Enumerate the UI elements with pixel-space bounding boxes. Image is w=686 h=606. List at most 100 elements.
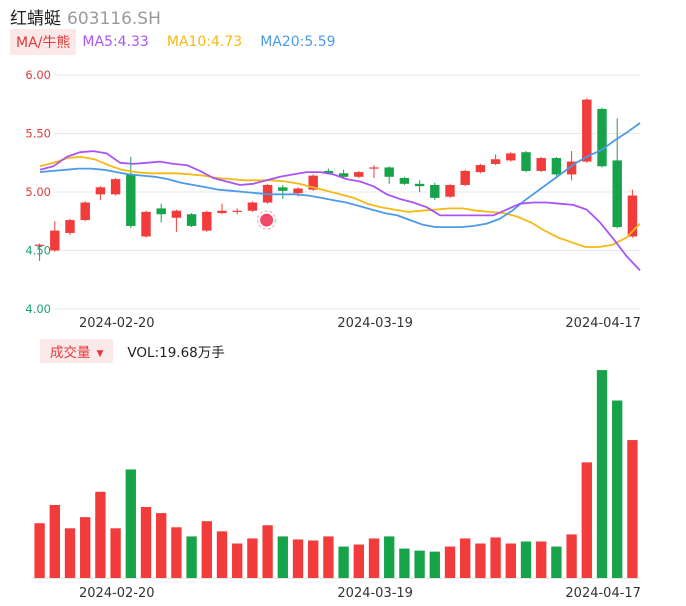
candle-body (521, 152, 531, 171)
volume-bar (566, 534, 577, 578)
volume-bar (156, 513, 167, 578)
volume-bar (338, 546, 349, 578)
volume-bar (536, 541, 547, 578)
candle-body (202, 211, 212, 231)
ma20-line (39, 122, 641, 229)
volume-bar (490, 537, 501, 578)
candle-body (232, 210, 242, 212)
candle-body (34, 244, 45, 246)
volume-bar (505, 543, 516, 578)
volume-bar (612, 400, 623, 578)
candle-body (293, 188, 303, 194)
stock-code: 603116.SH (67, 9, 161, 29)
volume-bar (429, 551, 440, 578)
volume-bar (460, 538, 471, 578)
stock-name: 红蜻蜓 (10, 9, 61, 29)
ma20-label: MA20:5.59 (260, 34, 336, 50)
volume-bar (596, 370, 608, 578)
candle-body (278, 187, 288, 191)
candle-body (506, 153, 516, 161)
candle-body (65, 220, 75, 233)
volume-bar (277, 536, 288, 578)
candle-body (323, 170, 334, 174)
volume-bar (186, 536, 197, 578)
candle-body (186, 214, 197, 226)
price-tick-label: 5.00 (25, 185, 51, 199)
volume-bar (110, 528, 121, 578)
candle-body (50, 230, 60, 251)
volume-bar (49, 504, 60, 578)
ma-lines (39, 122, 641, 272)
date-tick-label: 2024-04-17 (565, 586, 641, 601)
price-date-axis: 2024-02-20 2024-03-19 2024-04-17 (79, 316, 641, 331)
volume-bar (520, 541, 532, 578)
volume-bar (247, 538, 258, 578)
volume-bar (216, 531, 228, 578)
volume-value: VOL:19.68万手 (127, 345, 225, 361)
volume-bar (95, 491, 106, 578)
volume-bar (232, 543, 243, 578)
volume-bar (140, 507, 152, 578)
candle-body (612, 160, 622, 228)
candle-body (110, 179, 121, 195)
volume-bar (475, 543, 486, 578)
stock-header: 红蜻蜓 603116.SH (10, 4, 161, 29)
ma10-label: MA10:4.73 (166, 34, 243, 50)
volume-bar (262, 525, 273, 578)
ma5-label: MA5:4.33 (82, 34, 149, 50)
ma10-line (39, 155, 641, 248)
candle-body (126, 174, 136, 226)
volume-bar (323, 536, 334, 578)
marker-ring (257, 210, 277, 230)
candle-body (80, 202, 90, 221)
price-tick-label: 4.00 (25, 302, 51, 316)
date-tick-label: 2024-02-20 (79, 316, 155, 331)
date-tick-label: 2024-04-17 (565, 316, 641, 331)
volume-bar (399, 548, 410, 578)
volume-legend: 成交量 ▼ VOL:19.68万手 (40, 339, 225, 363)
volume-bar (414, 550, 425, 578)
candle-body (536, 158, 546, 171)
candle-body (627, 195, 638, 237)
date-tick-label: 2024-02-20 (79, 586, 155, 601)
volume-toggle-button[interactable]: 成交量 ▼ (40, 339, 114, 363)
candle-body (597, 108, 607, 167)
candle-body (308, 175, 318, 190)
volume-bar (627, 440, 638, 578)
candle-body (551, 158, 562, 175)
marker-dot (260, 213, 274, 227)
ma5-line (39, 150, 641, 272)
date-tick-label: 2024-03-19 (337, 316, 413, 331)
date-tick-label: 2024-03-19 (337, 586, 413, 601)
volume-bar (292, 539, 304, 578)
candle-body (369, 167, 379, 169)
candle-body (414, 183, 425, 187)
volume-bar (308, 540, 319, 578)
volume-bar (171, 527, 182, 578)
candles (34, 98, 638, 262)
candle-body (171, 210, 182, 218)
volume-bar (34, 523, 45, 578)
candle-body (156, 208, 166, 215)
price-grid (54, 74, 640, 310)
price-axis: 6.00 5.50 5.00 4.50 4.00 (25, 68, 51, 316)
candle-body (354, 172, 364, 177)
candle-body (475, 165, 486, 173)
price-tick-label: 4.50 (25, 244, 51, 258)
candle-body (430, 184, 440, 198)
ma-toggle-button[interactable]: MA/牛熊 (10, 29, 77, 55)
volume-date-axis: 2024-02-20 2024-03-19 2024-04-17 (79, 586, 641, 601)
candle-body (445, 184, 455, 197)
candle-body (566, 161, 577, 175)
volume-bar (201, 521, 212, 578)
candle-body (141, 211, 151, 237)
volume-bar (64, 528, 76, 578)
volume-bar (353, 544, 364, 578)
volume-bar (368, 538, 380, 578)
caret-down-icon: ▼ (96, 349, 104, 359)
bull-marker-icon[interactable] (257, 210, 277, 230)
volume-bar (80, 517, 91, 578)
candle-body (217, 210, 227, 214)
volume-bar (444, 546, 456, 578)
